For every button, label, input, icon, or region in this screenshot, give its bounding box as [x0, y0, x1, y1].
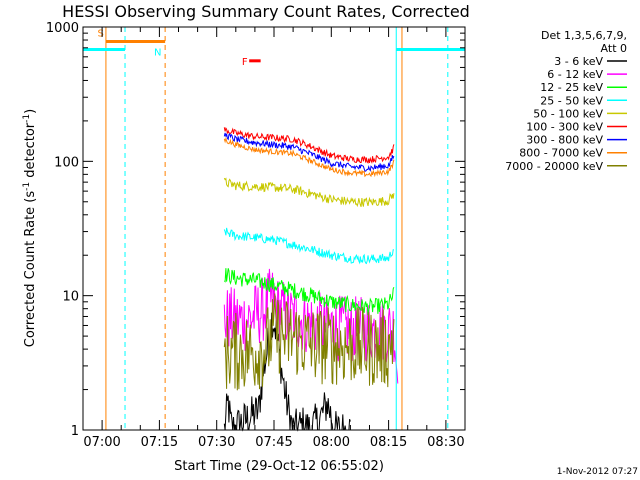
series-line-3-6-kev: [223, 312, 351, 432]
y-tick-label: 100: [54, 155, 79, 170]
legend-label-25-50-kev: 25 - 50 keV: [540, 94, 603, 107]
series-line-300-800-kev: [223, 132, 395, 172]
legend-label-3-6-kev: 3 - 6 keV: [554, 55, 603, 68]
flag-label-f: F: [242, 57, 248, 68]
series-line-7000-20000-kev: [223, 293, 395, 391]
flag-label-s: S: [98, 28, 104, 39]
y-axis-label: Corrected Count Rate (s-1 detector-1): [22, 109, 38, 347]
x-tick-label: 07:30: [198, 435, 235, 450]
legend-header: Att 0: [601, 42, 627, 55]
y-tick-label: 1000: [46, 21, 79, 36]
series-line-12-25-kev: [223, 268, 395, 316]
series-line-50-100-kev: [223, 177, 395, 208]
legend-label-6-12-kev: 6 - 12 keV: [547, 68, 603, 81]
legend-label-7000-20000-kev: 7000 - 20000 keV: [505, 160, 603, 173]
x-tick-label: 07:45: [255, 435, 292, 450]
legend-label-12-25-kev: 12 - 25 keV: [540, 81, 603, 94]
flag-label-n: N: [154, 47, 161, 58]
x-axis-label: Start Time (29-Oct-12 06:55:02): [174, 459, 384, 474]
x-tick-label: 08:15: [370, 435, 407, 450]
plot-frame: [82, 26, 466, 431]
flag-markers: S N F: [83, 27, 465, 430]
y-tick-label: 10: [62, 290, 79, 305]
series-line-800-7000-kev: [223, 136, 395, 178]
legend-label-800-7000-kev: 800 - 7000 keV: [519, 147, 603, 160]
legend-header: Det 1,3,5,6,7,9,: [541, 29, 627, 42]
x-tick-label: 07:00: [83, 435, 120, 450]
series-line-25-50-kev: [223, 227, 394, 265]
y-tick-label: 1: [71, 424, 79, 439]
axes: 07:00 07:15 07:30 07:45 08:00 08:15 08:30 1 10 10…: [46, 21, 466, 450]
series-line-6-12-kev: [223, 268, 399, 384]
x-tick-label: 08:30: [427, 435, 464, 450]
series-lines: [223, 127, 399, 432]
footer-date: 1-Nov-2012 07:27: [557, 467, 638, 477]
x-tick-label: 08:00: [313, 435, 350, 450]
chart-title: HESSI Observing Summary Count Rates, Cor…: [62, 2, 470, 21]
series-line-100-300-kev: [223, 127, 395, 165]
legend-label-50-100-kev: 50 - 100 keV: [533, 107, 603, 120]
legend-label-100-300-kev: 100 - 300 keV: [526, 121, 603, 134]
legend-label-300-800-kev: 300 - 800 keV: [526, 134, 603, 147]
x-tick-label: 07:15: [141, 435, 178, 450]
